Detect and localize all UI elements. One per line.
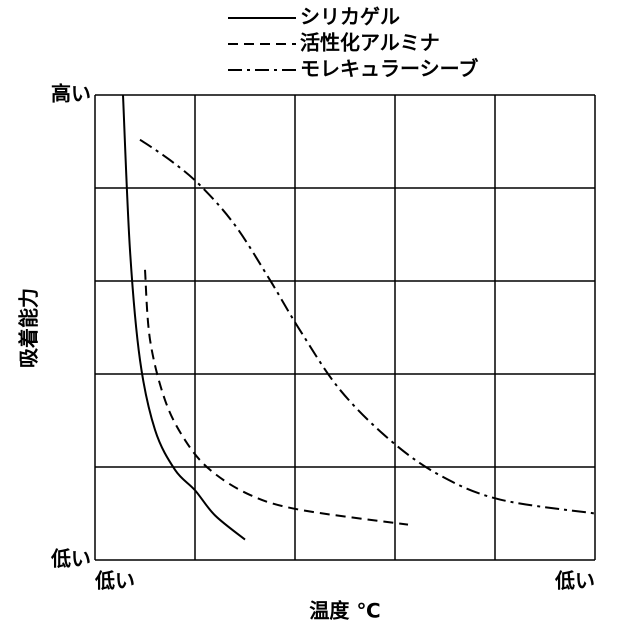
y-axis-label: 吸着能力 bbox=[17, 288, 41, 368]
line bbox=[140, 140, 595, 514]
x-axis-label: 温度 ℃ bbox=[309, 599, 380, 623]
legend-label: シリカゲル bbox=[300, 5, 400, 29]
line bbox=[123, 95, 245, 540]
legend-label: モレキュラーシーブ bbox=[300, 57, 478, 81]
x-tick-label: 低い bbox=[554, 569, 595, 593]
line bbox=[145, 270, 408, 525]
chart: 吸着能力 温度 ℃ 低い低い低い高いシリカゲル活性化アルミナモレキュラーシーブ bbox=[0, 0, 640, 640]
legend-label: 活性化アルミナ bbox=[300, 31, 440, 55]
y-tick-label: 低い bbox=[50, 547, 91, 571]
x-tick-label: 低い bbox=[94, 569, 135, 593]
y-tick-label: 高い bbox=[51, 82, 91, 106]
